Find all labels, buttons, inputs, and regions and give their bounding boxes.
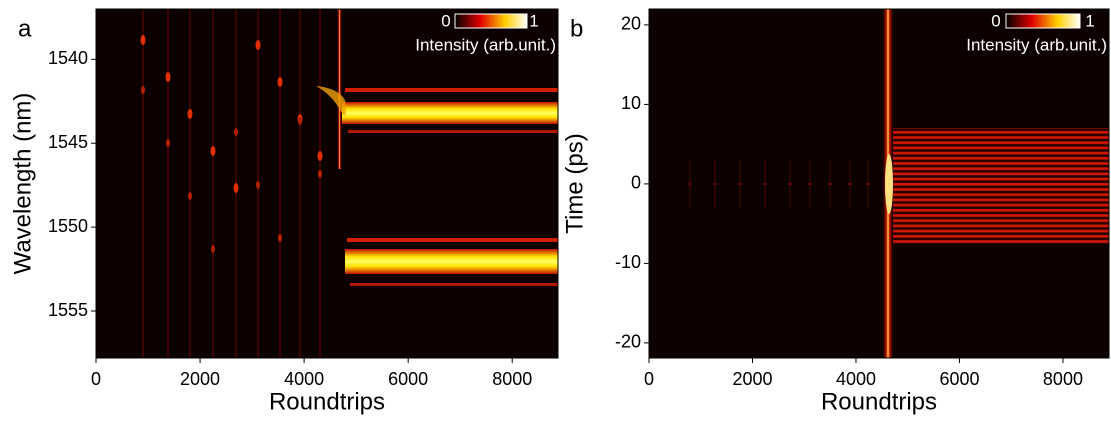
spot <box>234 128 238 136</box>
y-tick-label: 0 <box>631 173 641 193</box>
spot <box>317 151 323 161</box>
band <box>350 283 558 286</box>
y-tick-label: 1555 <box>48 300 88 320</box>
y-tick-label: 10 <box>621 93 641 113</box>
spot <box>233 183 239 193</box>
faint-line <box>714 160 716 208</box>
y-tick-label: 20 <box>621 14 641 34</box>
spot <box>298 117 302 125</box>
faint-line <box>167 9 169 358</box>
faint-line <box>764 160 766 208</box>
band <box>345 249 558 274</box>
x-tick-label: 6000 <box>939 369 979 389</box>
x-tick-label: 8000 <box>1043 369 1083 389</box>
spike-core <box>885 154 893 214</box>
spot <box>278 234 282 242</box>
faint-line <box>212 9 214 358</box>
heatmap-b <box>649 9 1109 358</box>
colorbar-max: 1 <box>529 11 538 30</box>
faint-line <box>809 160 811 208</box>
spot <box>166 139 170 147</box>
y-tick-label: 1540 <box>48 48 88 68</box>
spot <box>211 245 215 253</box>
faint-lines <box>140 9 323 358</box>
faint-line <box>867 160 869 208</box>
panel-label: b <box>570 15 583 42</box>
spot <box>188 192 192 200</box>
spot <box>255 40 261 50</box>
band <box>342 102 558 124</box>
spot <box>277 77 283 87</box>
x-tick-label: 4000 <box>836 369 876 389</box>
colorbar-min: 0 <box>991 11 1000 30</box>
spot <box>318 170 322 178</box>
colorbar <box>454 13 528 29</box>
colorbar-max: 1 <box>1085 11 1094 30</box>
x-tick-label: 8000 <box>492 369 532 389</box>
panel-label: a <box>18 15 32 42</box>
colorbar <box>1005 13 1081 29</box>
faint-line <box>849 160 851 208</box>
x-tick-label: 2000 <box>732 369 772 389</box>
plot-frame <box>95 8 559 359</box>
heatmap-a <box>96 9 558 358</box>
spot <box>256 181 260 189</box>
faint-line <box>739 160 741 208</box>
x-tick-label: 2000 <box>180 369 220 389</box>
y-axis-label: Wavelength (nm) <box>9 93 36 275</box>
colorbar-min: 0 <box>441 11 450 30</box>
band <box>348 130 558 133</box>
x-tick-label: 0 <box>91 369 101 389</box>
spot <box>165 72 171 82</box>
y-tick-label: -20 <box>615 332 641 352</box>
faint-dots <box>688 160 870 208</box>
faint-line <box>689 160 691 208</box>
faint-line <box>189 9 191 358</box>
spike <box>337 9 342 169</box>
heatmap-background <box>96 9 558 358</box>
y-axis-label: Time (ps) <box>561 133 588 233</box>
spot <box>210 146 216 156</box>
spike <box>316 86 346 116</box>
faint-line <box>142 9 144 358</box>
x-tick-label: 4000 <box>284 369 324 389</box>
x-axis-label: Roundtrips <box>821 388 937 415</box>
y-tick-label: 1545 <box>48 132 88 152</box>
x-axis-label: Roundtrips <box>269 388 385 415</box>
stripes <box>893 128 1109 244</box>
faint-line <box>789 160 791 208</box>
spot <box>140 35 146 45</box>
x-tick-label: 6000 <box>388 369 428 389</box>
colorbar-label: Intensity (arb.unit.) <box>966 35 1107 54</box>
band <box>345 88 558 92</box>
colorbar-label: Intensity (arb.unit.) <box>415 35 556 54</box>
band <box>347 238 558 242</box>
faint-line <box>319 9 321 358</box>
faint-line <box>299 9 301 358</box>
x-tick-label: 0 <box>644 369 654 389</box>
y-tick-label: 1550 <box>48 216 88 236</box>
spot <box>141 86 145 94</box>
spot <box>187 109 193 119</box>
faint-line <box>829 160 831 208</box>
faint-line <box>279 9 281 358</box>
y-tick-label: -10 <box>615 252 641 272</box>
